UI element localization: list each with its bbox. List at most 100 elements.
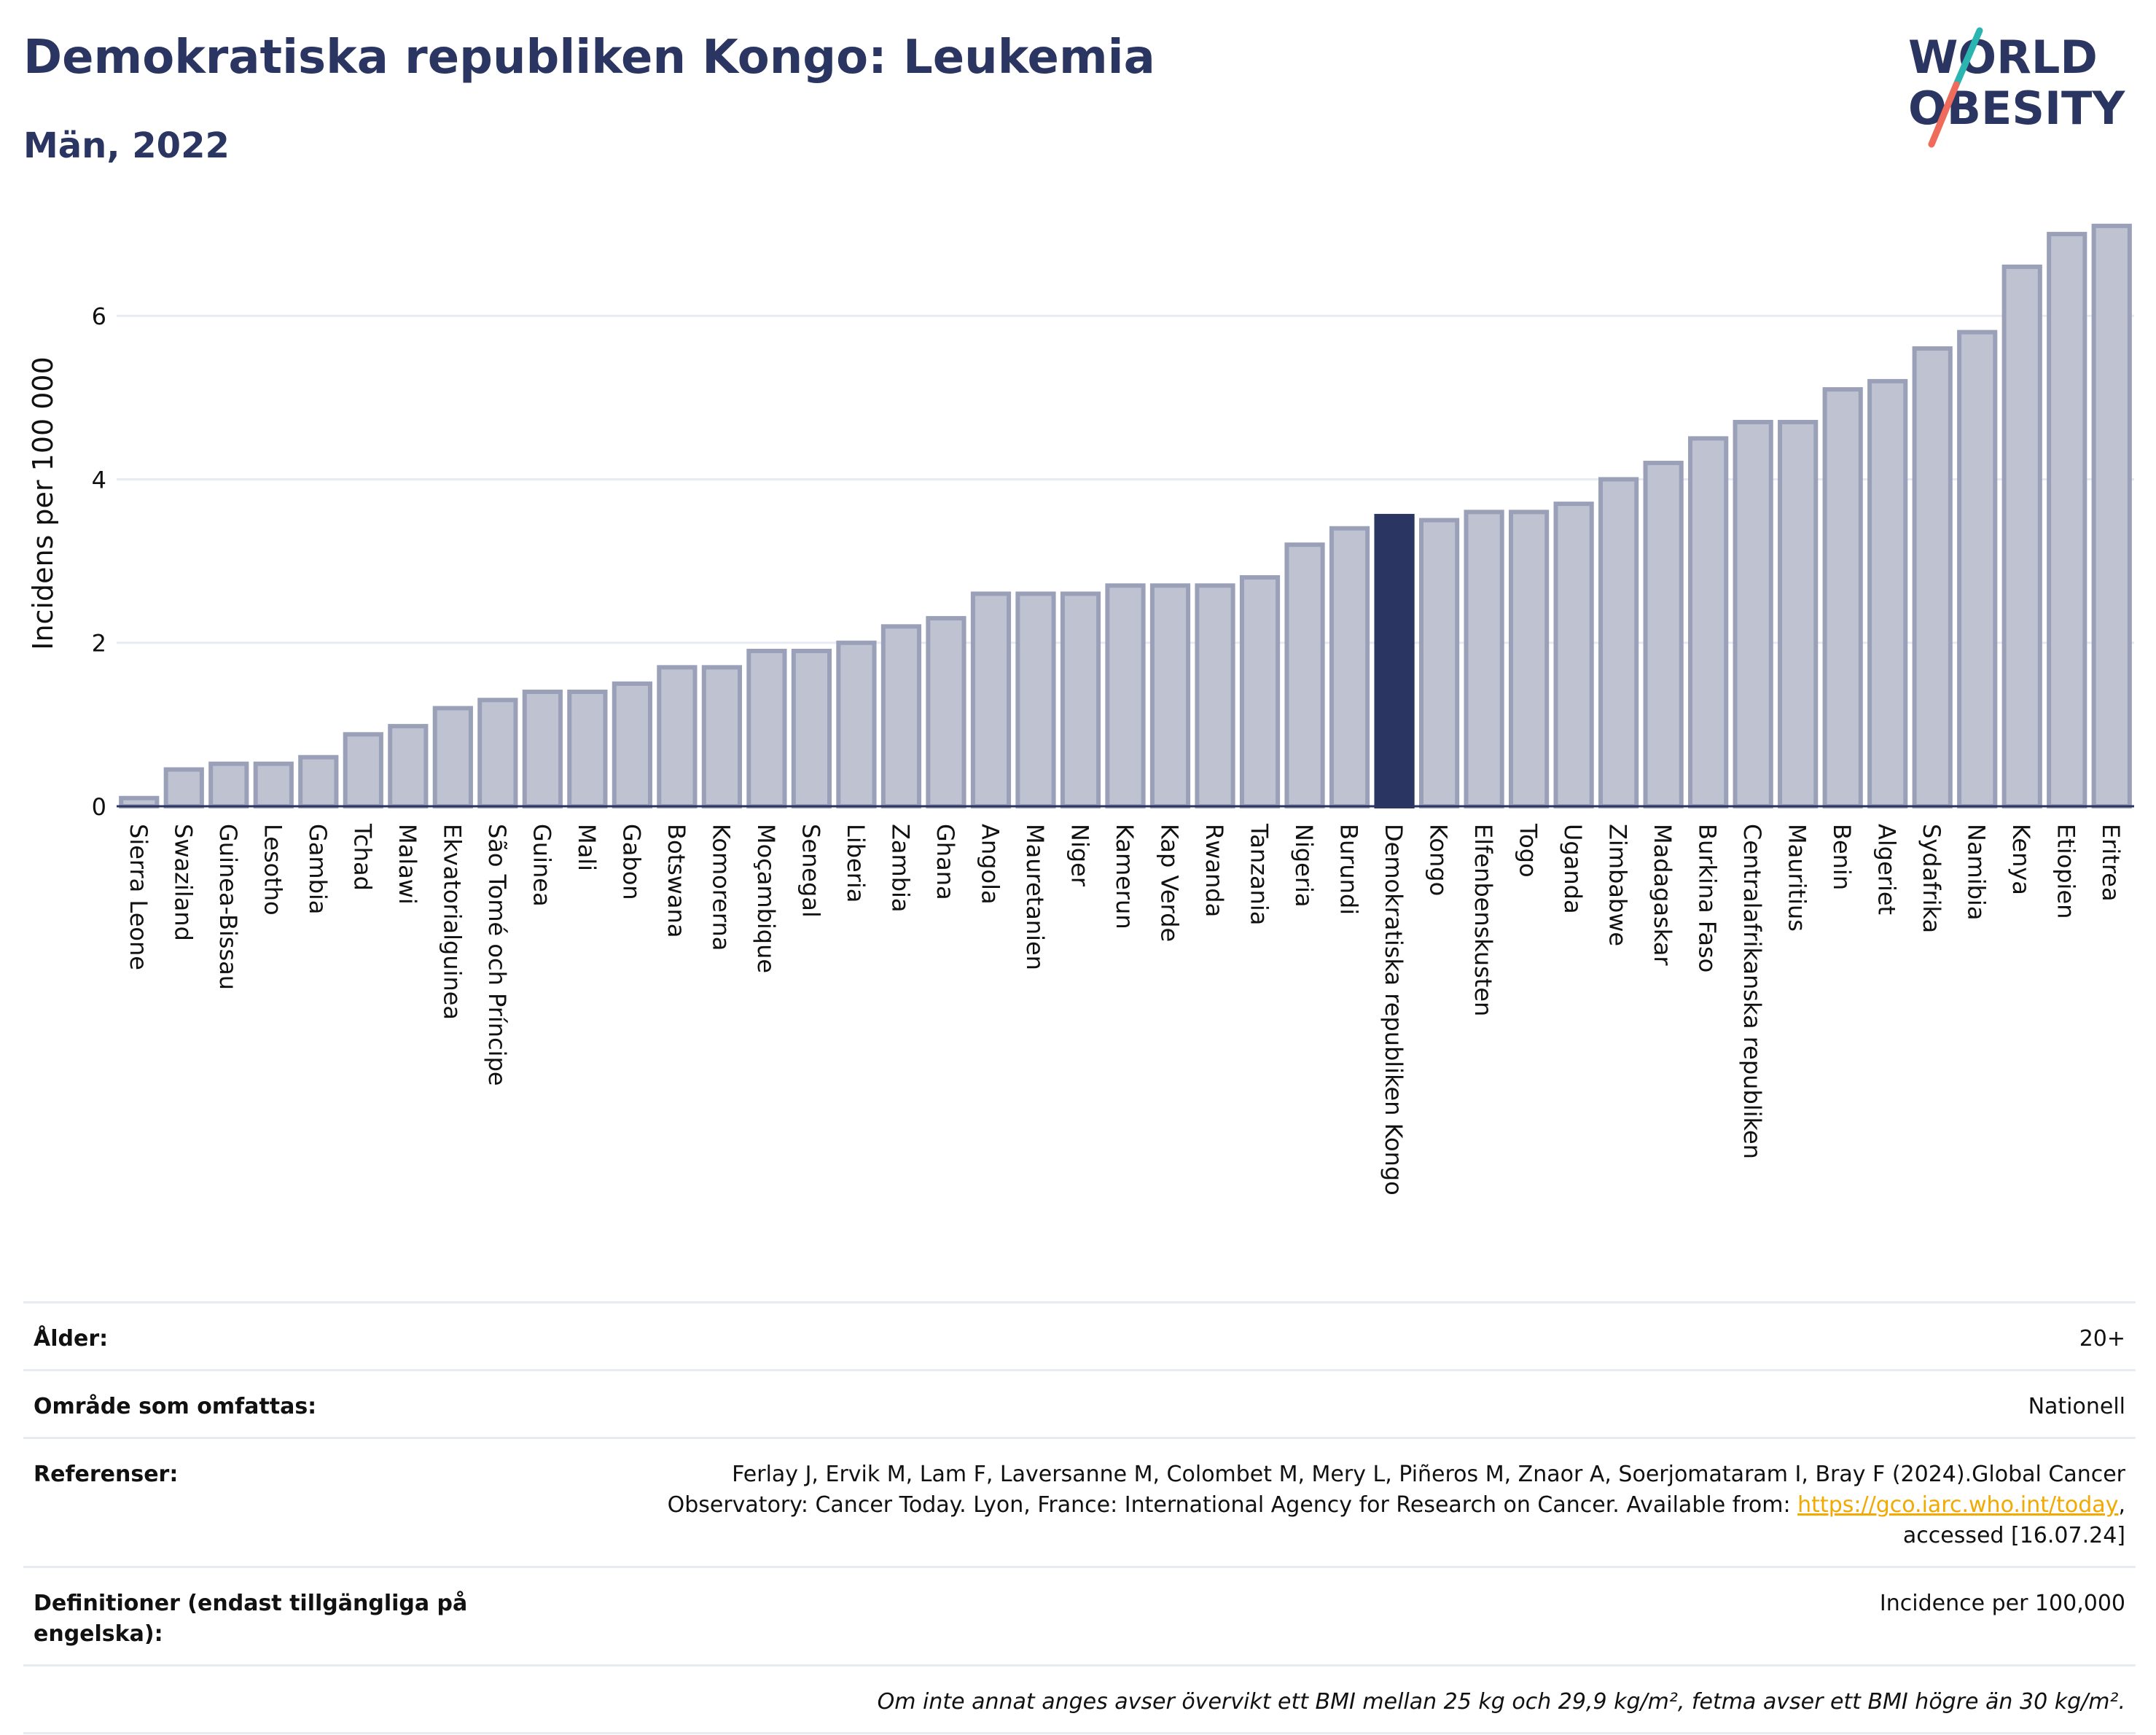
y-axis-label: Incidens per 100 000 <box>27 356 59 650</box>
bar <box>1957 330 1998 809</box>
y-tick-label: 6 <box>92 303 106 330</box>
x-tick-label: Eritrea <box>2097 824 2125 902</box>
x-tick-label: Mali <box>573 824 601 871</box>
bar <box>2001 264 2042 809</box>
world-obesity-logo: WORLD OBESITY <box>1908 27 2125 148</box>
bar <box>1060 591 1101 808</box>
page-title: Demokratiska republiken Kongo: Leukemia <box>23 31 1155 85</box>
bar <box>880 624 922 808</box>
x-tick-label: Algeriet <box>1873 824 1901 915</box>
y-tick-label: 4 <box>92 466 106 494</box>
bar <box>388 724 429 808</box>
bar <box>1508 510 1550 808</box>
info-row-definitions: Definitioner (endast tillgängliga på eng… <box>23 1566 2136 1664</box>
page-subtitle: Män, 2022 <box>23 125 230 166</box>
bar-highlighted <box>1374 513 1415 809</box>
x-tick-label: Benin <box>1828 824 1856 890</box>
x-tick-label: Centralafrikanska republiken <box>1738 824 1766 1159</box>
area-label: Område som omfattas: <box>34 1394 317 1419</box>
bmi-note: Om inte annat anges avser övervikt ett B… <box>877 1689 2125 1715</box>
bar <box>1912 346 1953 808</box>
references-link[interactable]: https://gco.iarc.who.int/today <box>1797 1492 2119 1518</box>
y-tick-label: 0 <box>92 793 106 821</box>
references-label: Referenser: <box>34 1462 179 1487</box>
x-tick-label: Senegal <box>797 824 824 918</box>
x-tick-label: Malawi <box>394 824 421 905</box>
bar <box>2047 232 2087 809</box>
x-tick-label: Uganda <box>1559 824 1587 914</box>
bars <box>119 223 2132 809</box>
bar <box>1733 419 1773 808</box>
bar <box>477 698 518 809</box>
bar <box>746 648 787 808</box>
bar <box>926 616 966 808</box>
bar <box>657 665 698 809</box>
x-tick-label: Etiopien <box>2053 824 2080 919</box>
bar <box>791 648 832 808</box>
info-row-note: Om inte annat anges avser övervikt ett B… <box>23 1664 2136 1734</box>
definitions-label: Definitioner (endast tillgängliga på eng… <box>34 1591 468 1647</box>
x-tick-label: Lesotho <box>259 824 286 916</box>
bar <box>2091 223 2132 808</box>
info-row-age: Ålder: 20+ <box>23 1301 2136 1369</box>
x-tick-label: Guinea-Bissau <box>214 824 242 990</box>
bar <box>253 761 294 809</box>
x-tick-label: Demokratiska republiken Kongo <box>1380 824 1407 1196</box>
y-axis-ticks: 0 2 4 6 <box>92 303 106 821</box>
info-table: Ålder: 20+ Område som omfattas: Nationel… <box>23 1301 2136 1734</box>
x-tick-label: Burundi <box>1335 824 1363 915</box>
x-tick-label: Sydafrika <box>1918 824 1945 933</box>
x-tick-label: Zimbabwe <box>1604 824 1632 946</box>
x-tick-label: Elfenbenskusten <box>1469 824 1497 1016</box>
x-tick-label: Liberia <box>842 824 870 902</box>
bar <box>208 761 249 809</box>
x-tick-label: Sierra Leone <box>125 824 152 970</box>
bar <box>298 755 339 808</box>
x-tick-label: Namibia <box>1963 824 1991 920</box>
bar <box>1643 461 1684 808</box>
bar <box>1015 591 1056 808</box>
x-tick-label: Ekvatorialguinea <box>438 824 466 1020</box>
references-text: Ferlay J, Ervik M, Lam F, Laversanne M, … <box>667 1462 2125 1518</box>
x-axis-labels: Sierra Leone Swaziland Guinea-Bissau Lesoth… <box>125 823 2125 1196</box>
logo-slash-teal <box>1953 27 1983 88</box>
references-value: Ferlay J, Ervik M, Lam F, Laversanne M, … <box>595 1459 2125 1551</box>
x-tick-label: Guinea <box>528 824 555 907</box>
area-value: Nationell <box>2028 1394 2125 1419</box>
bar <box>567 690 608 808</box>
bar <box>1867 378 1908 808</box>
x-tick-label: Kongo <box>1425 824 1453 896</box>
bar <box>522 690 563 808</box>
bar <box>612 681 652 808</box>
x-tick-label: Botswana <box>663 824 690 937</box>
x-tick-label: Rwanda <box>1200 824 1228 917</box>
bar <box>970 591 1012 808</box>
x-tick-label: Komorerna <box>707 824 735 951</box>
age-value: 20+ <box>2079 1326 2125 1352</box>
references-suffix: , accessed [16.07.24] <box>1902 1492 2125 1548</box>
bar <box>1598 477 1639 808</box>
x-tick-label: Kap Verde <box>1156 824 1184 942</box>
x-tick-label: Tchad <box>348 823 376 891</box>
x-tick-label: Ghana <box>931 824 959 900</box>
x-tick-label: Burkina Faso <box>1694 824 1722 972</box>
x-tick-label: Moçambique <box>752 824 780 973</box>
logo-slash-coral <box>1928 81 1960 148</box>
x-tick-label: Zambia <box>886 824 914 913</box>
bar <box>701 665 743 809</box>
bar <box>163 767 204 809</box>
y-tick-label: 2 <box>92 630 106 658</box>
x-tick-label: Madagaskar <box>1649 824 1676 966</box>
bar <box>1284 542 1325 808</box>
x-tick-label: São Tomé och Príncipe <box>483 824 511 1086</box>
bar-chart: 0 2 4 6 Sierra Leone Swaziland Guinea-Bissau L… <box>27 223 2134 1196</box>
x-tick-label: Mauritius <box>1784 824 1811 932</box>
bar <box>119 795 160 808</box>
bar <box>1105 583 1146 808</box>
bar <box>1778 419 1819 808</box>
bar <box>1195 583 1235 808</box>
x-tick-label: Gambia <box>304 824 332 914</box>
bar <box>343 732 383 809</box>
bar <box>432 706 473 808</box>
x-tick-label: Togo <box>1515 823 1542 878</box>
